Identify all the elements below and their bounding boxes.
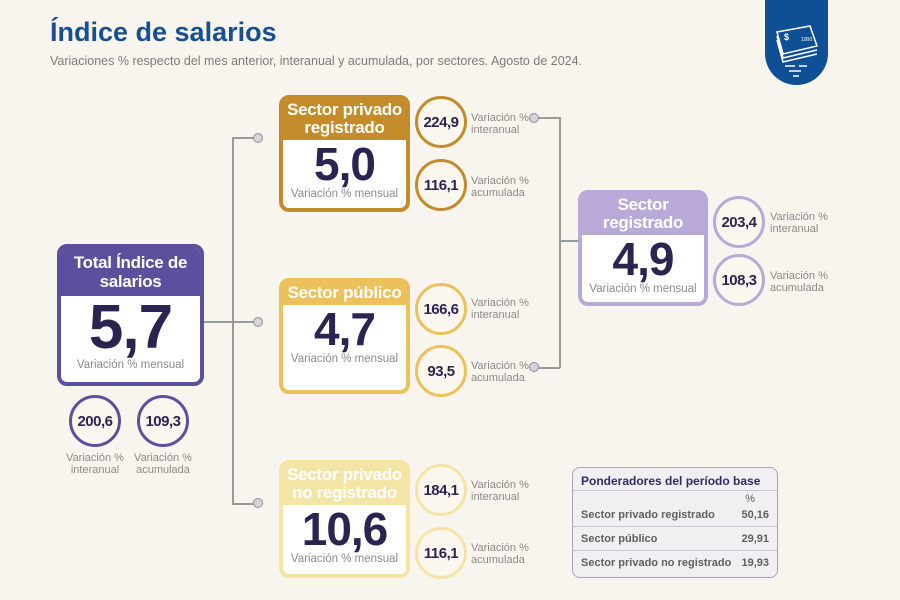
mensual-label: Variación % mensual — [290, 188, 399, 200]
registrado-acumulada: 108,3 — [713, 254, 765, 306]
total-title: Total Índice de salarios — [61, 248, 200, 296]
label-line: Variación % — [471, 542, 529, 554]
acumulada-label: Variación % acumulada — [471, 175, 529, 199]
connector-line — [536, 367, 560, 369]
table-row: Sector privado no registrado 19,93 — [573, 551, 777, 575]
acumulada-label: Variación % acumulada — [471, 360, 529, 384]
label-line: Variación % — [770, 270, 828, 282]
label-line: Variación % — [471, 112, 529, 124]
registrado-interanual: 203,4 — [713, 196, 765, 248]
card-title: Sector privado registrado — [283, 99, 406, 140]
row-value: 19,93 — [741, 557, 769, 569]
privado-registrado-card: Sector privado registrado 5,0 Variación … — [279, 95, 410, 212]
label-line: interanual — [471, 491, 520, 503]
connector-line — [559, 117, 561, 368]
mensual-label: Variación % mensual — [290, 353, 399, 365]
total-acumulada: 109,3 — [137, 395, 189, 447]
connector-line — [232, 503, 256, 505]
card-title: Sector registrado — [582, 194, 704, 235]
interanual-label: Variación % interanual — [471, 112, 529, 136]
label-line: Variación % — [471, 479, 529, 491]
label-line: interanual — [770, 223, 819, 235]
total-mensual: 5,7 — [88, 293, 173, 362]
label-line: acumulada — [770, 282, 824, 294]
row-value: 29,91 — [741, 532, 769, 545]
interanual-label: Variación % interanual — [471, 297, 529, 321]
total-interanual: 200,6 — [69, 395, 121, 447]
card-mensual: 10,6 — [301, 503, 389, 555]
publico-acumulada: 93,5 — [415, 345, 467, 397]
card-title: Sector público — [283, 282, 406, 305]
publico-card: Sector público 4,7 Variación % mensual — [279, 278, 410, 394]
acumulada-label: Variación % acumulada — [770, 270, 828, 294]
interanual-label: Variación % interanual — [63, 452, 127, 476]
row-label: Sector público — [581, 532, 658, 545]
label-line: interanual — [471, 309, 520, 321]
unit-header: % — [745, 493, 755, 505]
label-line: Variación % — [66, 452, 124, 464]
label-line: Variación % — [471, 297, 529, 309]
privado-no-registrado-acumulada: 116,1 — [415, 527, 467, 579]
page-subtitle: Variaciones % respecto del mes anterior,… — [50, 54, 583, 68]
table-title: Ponderadores del período base — [573, 468, 777, 491]
label-line: acumulada — [136, 464, 190, 476]
card-title: Sector privado no registrado — [283, 464, 406, 505]
connector-line — [232, 138, 234, 504]
money-stack-icon: $1000 — [765, 0, 828, 85]
label-line: acumulada — [471, 372, 525, 384]
card-mensual: 4,7 — [314, 303, 376, 355]
label-line: Variación % — [770, 211, 828, 223]
connector-dot — [529, 113, 539, 123]
registrado-card: Sector registrado 4,9 Variación % mensua… — [578, 190, 708, 306]
privado-no-registrado-card: Sector privado no registrado 10,6 Variac… — [279, 460, 410, 578]
publico-interanual: 166,6 — [415, 283, 467, 335]
label-line: interanual — [70, 464, 120, 476]
label-line: Variación % — [471, 360, 529, 372]
connector-dot — [253, 317, 263, 327]
interanual-label: Variación % interanual — [471, 479, 529, 503]
connector-line — [203, 321, 258, 323]
mensual-label: Variación % mensual — [589, 283, 697, 295]
label-line: Variación % — [471, 175, 529, 187]
table-row: Sector privado registrado 50,16 — [573, 503, 777, 527]
card-mensual: 4,9 — [612, 233, 675, 285]
connector-line — [536, 117, 560, 119]
label-line: interanual — [471, 124, 520, 136]
row-label: Sector privado no registrado — [581, 557, 732, 569]
mensual-label: Variación % mensual — [76, 359, 185, 371]
table-row: Sector público 29,91 — [573, 527, 777, 551]
page-title: Índice de salarios — [50, 17, 277, 47]
connector-line — [559, 240, 579, 242]
interanual-label: Variación % interanual — [770, 211, 828, 235]
total-card: Total Índice de salarios 5,7 Variación %… — [57, 244, 204, 386]
mensual-label: Variación % mensual — [290, 553, 399, 565]
privado-no-registrado-interanual: 184,1 — [415, 464, 467, 516]
connector-dot — [529, 362, 539, 372]
row-label: Sector privado registrado — [581, 508, 715, 521]
label-line: Variación % — [134, 452, 192, 464]
label-line: acumulada — [471, 554, 525, 566]
connector-dot — [253, 133, 263, 143]
privado-registrado-interanual: 224,9 — [415, 96, 467, 148]
privado-registrado-acumulada: 116,1 — [415, 159, 467, 211]
label-line: acumulada — [471, 187, 525, 199]
card-mensual: 5,0 — [314, 138, 376, 190]
acumulada-label: Variación % acumulada — [131, 452, 195, 476]
acumulada-label: Variación % acumulada — [471, 542, 529, 566]
svg-text:1000: 1000 — [801, 37, 812, 43]
connector-dot — [253, 498, 263, 508]
svg-text:$: $ — [784, 32, 789, 42]
ponderadores-table: Ponderadores del período base % Sector p… — [572, 467, 778, 578]
row-value: 50,16 — [741, 508, 769, 521]
connector-line — [232, 137, 256, 139]
